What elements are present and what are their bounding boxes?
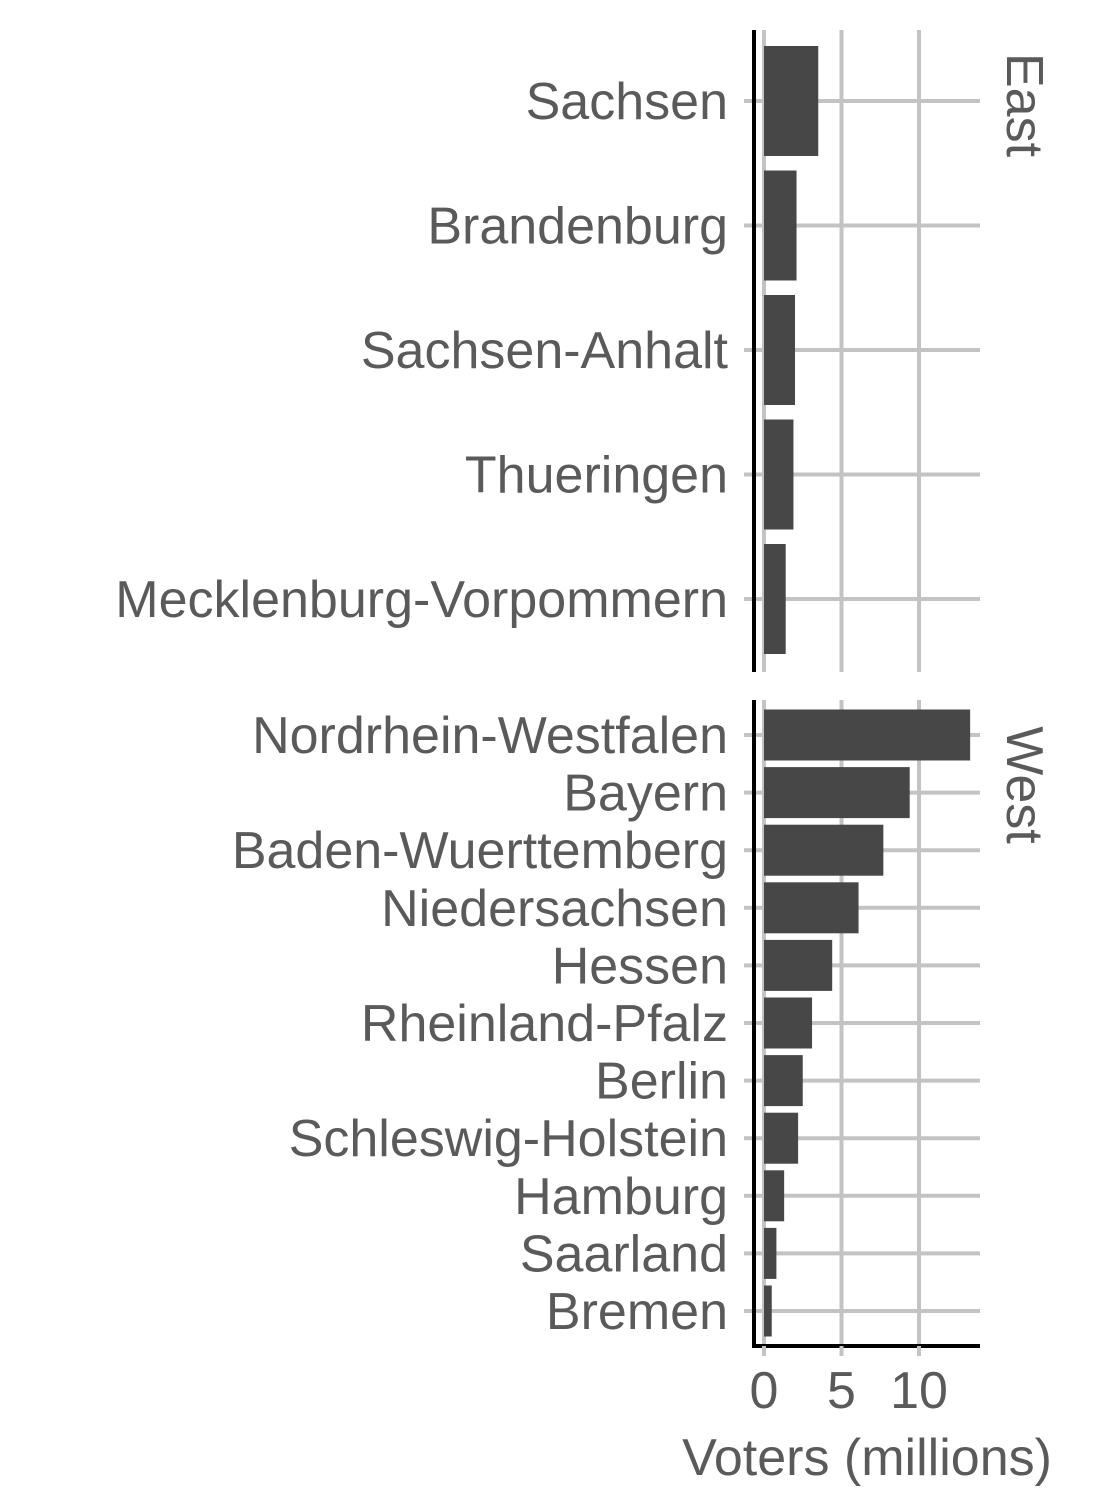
bar	[764, 939, 833, 991]
bar	[764, 1227, 777, 1279]
bar	[764, 1055, 803, 1107]
panel-west: Nordrhein-WestfalenBayernBaden-Wuerttemb…	[232, 700, 1053, 1346]
bar	[764, 882, 859, 934]
bar	[764, 824, 884, 876]
bar	[764, 1112, 799, 1164]
bar	[764, 295, 795, 405]
bar	[764, 1285, 772, 1337]
facet-strip-label: West	[995, 726, 1053, 844]
y-tick-label: Baden-Wuerttemberg	[232, 822, 728, 880]
x-axis-title: Voters (millions)	[682, 1429, 1052, 1487]
bar	[764, 1170, 785, 1222]
y-tick-label: Berlin	[595, 1053, 728, 1111]
y-tick-label: Niedersachsen	[381, 880, 728, 938]
y-tick-label: Thueringen	[465, 447, 728, 505]
chart-panels: Sachsen Brandenburg Sachsen-Anhalt Thuering…	[115, 30, 1053, 1346]
y-tick-label: Nordrhein-Westfalen	[252, 707, 728, 765]
bar	[764, 544, 786, 654]
y-tick-label: Rheinland-Pfalz	[361, 995, 728, 1053]
y-tick-label: Hessen	[552, 937, 728, 995]
y-tick-label: Schleswig-Holstein	[289, 1110, 728, 1168]
y-tick-label: Brandenburg	[427, 198, 728, 256]
bar	[764, 46, 819, 156]
x-axis: 0 5 10	[750, 1344, 980, 1420]
y-tick-label: Bremen	[546, 1283, 728, 1341]
y-tick-label: Sachsen-Anhalt	[361, 322, 729, 380]
y-tick-label: Mecklenburg-Vorpommern	[115, 571, 728, 629]
y-tick-label: Hamburg	[514, 1168, 728, 1226]
x-tick-label: 10	[890, 1362, 948, 1420]
bar	[764, 419, 794, 530]
bar	[764, 767, 910, 819]
x-tick-label: 0	[750, 1362, 779, 1420]
y-tick-label: Sachsen	[526, 73, 728, 131]
facet-strip-label: East	[995, 53, 1053, 158]
bar	[764, 170, 797, 281]
bar	[764, 709, 971, 761]
x-tick-label: 5	[827, 1362, 856, 1420]
y-tick-label: Saarland	[520, 1225, 728, 1283]
panel-east: Sachsen Brandenburg Sachsen-Anhalt Thuering…	[115, 30, 1053, 672]
bar	[764, 997, 813, 1049]
y-tick-label: Bayern	[563, 765, 728, 823]
